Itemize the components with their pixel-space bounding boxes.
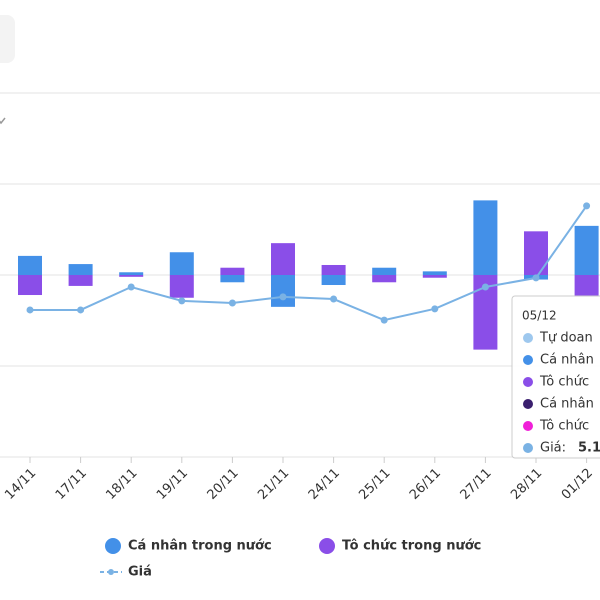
price-point — [26, 306, 34, 314]
bar — [220, 275, 245, 283]
x-tick-label: 20/11 — [205, 466, 242, 503]
tooltip-label: Cá nhân — [540, 353, 594, 368]
x-tick-label: 01/12 — [559, 466, 596, 503]
x-tick-label: 17/11 — [53, 466, 90, 503]
x-tick-label: 27/11 — [458, 466, 495, 503]
bar — [119, 272, 144, 275]
x-tick-label: 19/11 — [154, 466, 191, 503]
bar — [271, 275, 295, 307]
price-point — [279, 293, 287, 301]
legend-label[interactable]: Cá nhân trong nước — [128, 539, 272, 554]
bar — [321, 264, 346, 275]
tooltip-swatch — [523, 421, 533, 431]
tooltip-swatch — [523, 333, 533, 343]
x-tick-label: 14/11 — [2, 466, 39, 503]
bar — [422, 275, 447, 278]
x-tick-label: 25/11 — [356, 466, 393, 503]
bar — [524, 231, 548, 275]
tooltip-swatch — [523, 355, 533, 365]
bar — [119, 275, 144, 277]
bar — [169, 252, 194, 275]
bar — [169, 275, 194, 298]
price-point — [228, 299, 236, 307]
bar — [574, 275, 599, 297]
price-point — [532, 274, 540, 282]
toolbar-button[interactable] — [0, 15, 15, 63]
bar — [18, 255, 42, 275]
chevron[interactable] — [0, 117, 6, 125]
x-tick-label: 18/11 — [103, 466, 140, 503]
bar — [68, 264, 93, 275]
price-line — [30, 205, 588, 322]
bar — [473, 200, 498, 275]
legend-swatch — [105, 538, 121, 554]
price-point — [583, 202, 591, 210]
tooltip-label: Giá: — [540, 441, 566, 456]
price-point — [481, 283, 489, 291]
x-tick-label: 24/11 — [306, 466, 343, 503]
x-tick-label: 21/11 — [255, 466, 292, 503]
price-point — [380, 316, 388, 324]
tooltip-label: Cá nhân — [540, 397, 594, 412]
tooltip-box — [511, 295, 600, 459]
bar — [220, 267, 245, 275]
bar — [271, 243, 295, 275]
tooltip-swatch — [523, 377, 533, 387]
bar — [372, 267, 397, 275]
tooltip-swatch — [523, 399, 533, 409]
tooltip-label: Tự doan — [539, 331, 593, 346]
tooltip-swatch — [523, 443, 533, 453]
tooltip-title: 05/12 — [522, 309, 557, 323]
tooltip-price: 5.1 — [578, 441, 600, 456]
legend-label[interactable]: Tô chức trong nước — [342, 539, 481, 554]
x-tick-label: 28/11 — [508, 466, 545, 503]
bar — [574, 225, 599, 275]
price-point — [330, 295, 338, 303]
x-tick-label: 26/11 — [407, 466, 444, 503]
price-point — [77, 306, 85, 314]
price-point — [127, 283, 135, 291]
tooltip-label: Tô chức — [539, 375, 589, 390]
legend-swatch — [319, 538, 335, 554]
price-point — [431, 305, 439, 313]
bar — [68, 275, 93, 286]
bar — [422, 271, 447, 275]
bar — [18, 275, 42, 296]
bar — [372, 275, 397, 283]
price-point — [178, 297, 186, 305]
tooltip-label: Tô chức — [539, 419, 589, 434]
bar — [321, 275, 346, 286]
legend-label[interactable]: Giá — [128, 565, 152, 580]
tooltip: 05/12 Tự doan Cá nhân Tô chức Cá nhân Tô chức… — [511, 295, 600, 459]
legend-dot — [108, 569, 114, 575]
